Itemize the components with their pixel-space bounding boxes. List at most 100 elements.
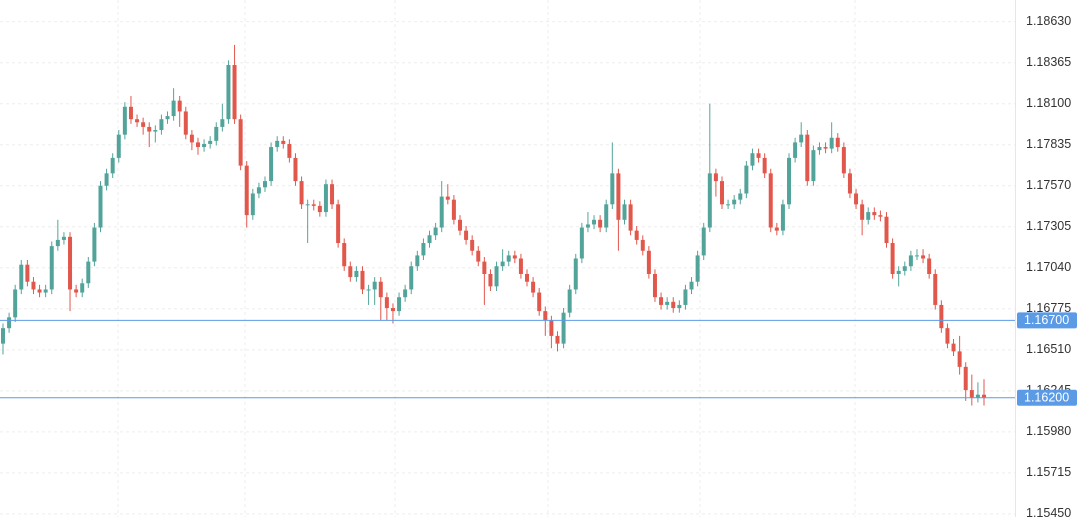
candle-body: [238, 119, 243, 166]
candle-body: [74, 289, 79, 293]
candle-body: [37, 289, 42, 293]
candle-body: [866, 212, 871, 220]
candle-body: [872, 212, 877, 216]
candle-body: [860, 204, 865, 220]
y-tick-label: 1.17835: [1026, 137, 1071, 151]
candle-body: [579, 227, 584, 259]
candle-body: [281, 140, 286, 144]
candle-body: [549, 320, 554, 336]
candle-body: [652, 273, 657, 298]
candle-body: [342, 243, 347, 267]
candle-body: [378, 281, 383, 298]
y-tick-label: 1.18100: [1026, 96, 1071, 110]
candle-body: [793, 142, 798, 158]
y-tick-label: 1.15715: [1026, 465, 1071, 479]
candle-body: [512, 255, 517, 259]
candle-body: [927, 258, 932, 274]
candle-body: [220, 119, 225, 127]
y-tick-label: 1.17570: [1026, 178, 1071, 192]
y-tick-label: 1.17040: [1026, 260, 1071, 274]
candle-body: [573, 258, 578, 290]
candle-body: [689, 281, 694, 290]
candle-body: [659, 297, 664, 305]
candle-body: [61, 236, 66, 240]
candle-body: [390, 308, 395, 312]
candle-body: [908, 255, 913, 267]
candle-body: [500, 261, 505, 267]
candle-body: [665, 301, 670, 305]
candle-body: [427, 235, 432, 244]
y-tick-label: 1.15450: [1026, 506, 1071, 517]
candle-body: [878, 215, 883, 217]
candle-body: [482, 261, 487, 274]
candle-body: [159, 119, 164, 131]
candle-body: [275, 140, 280, 148]
candle-body: [890, 243, 895, 274]
candle-body: [403, 289, 408, 298]
candle-body: [585, 224, 590, 228]
candle-body: [707, 173, 712, 228]
candle-body: [677, 304, 682, 309]
candle-body: [13, 289, 18, 318]
candle-body: [732, 199, 737, 205]
candle-body: [55, 239, 60, 247]
candle-body: [726, 204, 731, 206]
candle-body: [543, 311, 548, 321]
candle-body: [360, 270, 365, 290]
vertical-grid: [117, 0, 856, 517]
candle-body: [555, 335, 560, 344]
candle-body: [738, 193, 743, 200]
candle-body: [43, 289, 48, 293]
y-tick-label: 1.15980: [1026, 424, 1071, 438]
candle-body: [31, 281, 36, 290]
candle-body: [153, 130, 158, 132]
candle-body: [415, 255, 420, 267]
candle-body: [165, 116, 170, 120]
candle-body: [384, 297, 389, 309]
candle-body: [189, 134, 194, 143]
candle-body: [7, 317, 12, 329]
candle-body: [256, 187, 261, 194]
candle-body: [799, 134, 804, 143]
candle-body: [183, 111, 188, 135]
candle-body: [902, 266, 907, 271]
candle-body: [68, 236, 73, 290]
price-label-box: [1017, 389, 1077, 406]
candle-body: [768, 173, 773, 228]
price-label-box: [1017, 312, 1077, 329]
candle-body: [969, 390, 974, 398]
candle-body: [756, 153, 761, 158]
candle-body: [49, 246, 54, 290]
candle-body: [457, 219, 462, 231]
candle-body: [610, 173, 615, 205]
candle-body: [780, 204, 785, 231]
candle-body: [232, 65, 237, 120]
candle-body: [531, 281, 536, 293]
candle-body: [939, 304, 944, 329]
candle-body: [92, 227, 97, 262]
candle-body: [604, 204, 609, 228]
candle-body: [476, 250, 481, 262]
candle-body: [263, 181, 268, 188]
candle-body: [592, 219, 597, 225]
candle-body: [537, 292, 542, 312]
candle-body: [933, 273, 938, 305]
candle-body: [372, 281, 377, 290]
candle-body: [336, 204, 341, 244]
candle-body: [957, 351, 962, 367]
candle-body: [518, 258, 523, 274]
candle-body: [214, 126, 219, 141]
candle-body: [147, 126, 152, 132]
candle-body: [323, 184, 328, 213]
price-label: 1.16700: [1024, 313, 1069, 327]
candle-body: [854, 193, 859, 205]
candle-body: [494, 266, 499, 287]
candle-body: [787, 157, 792, 205]
candle-body: [628, 204, 633, 231]
candle-body: [841, 147, 846, 174]
candle-body: [835, 137, 840, 148]
candle-body: [354, 270, 359, 278]
candle-body: [141, 122, 146, 127]
candle-body: [646, 250, 651, 274]
